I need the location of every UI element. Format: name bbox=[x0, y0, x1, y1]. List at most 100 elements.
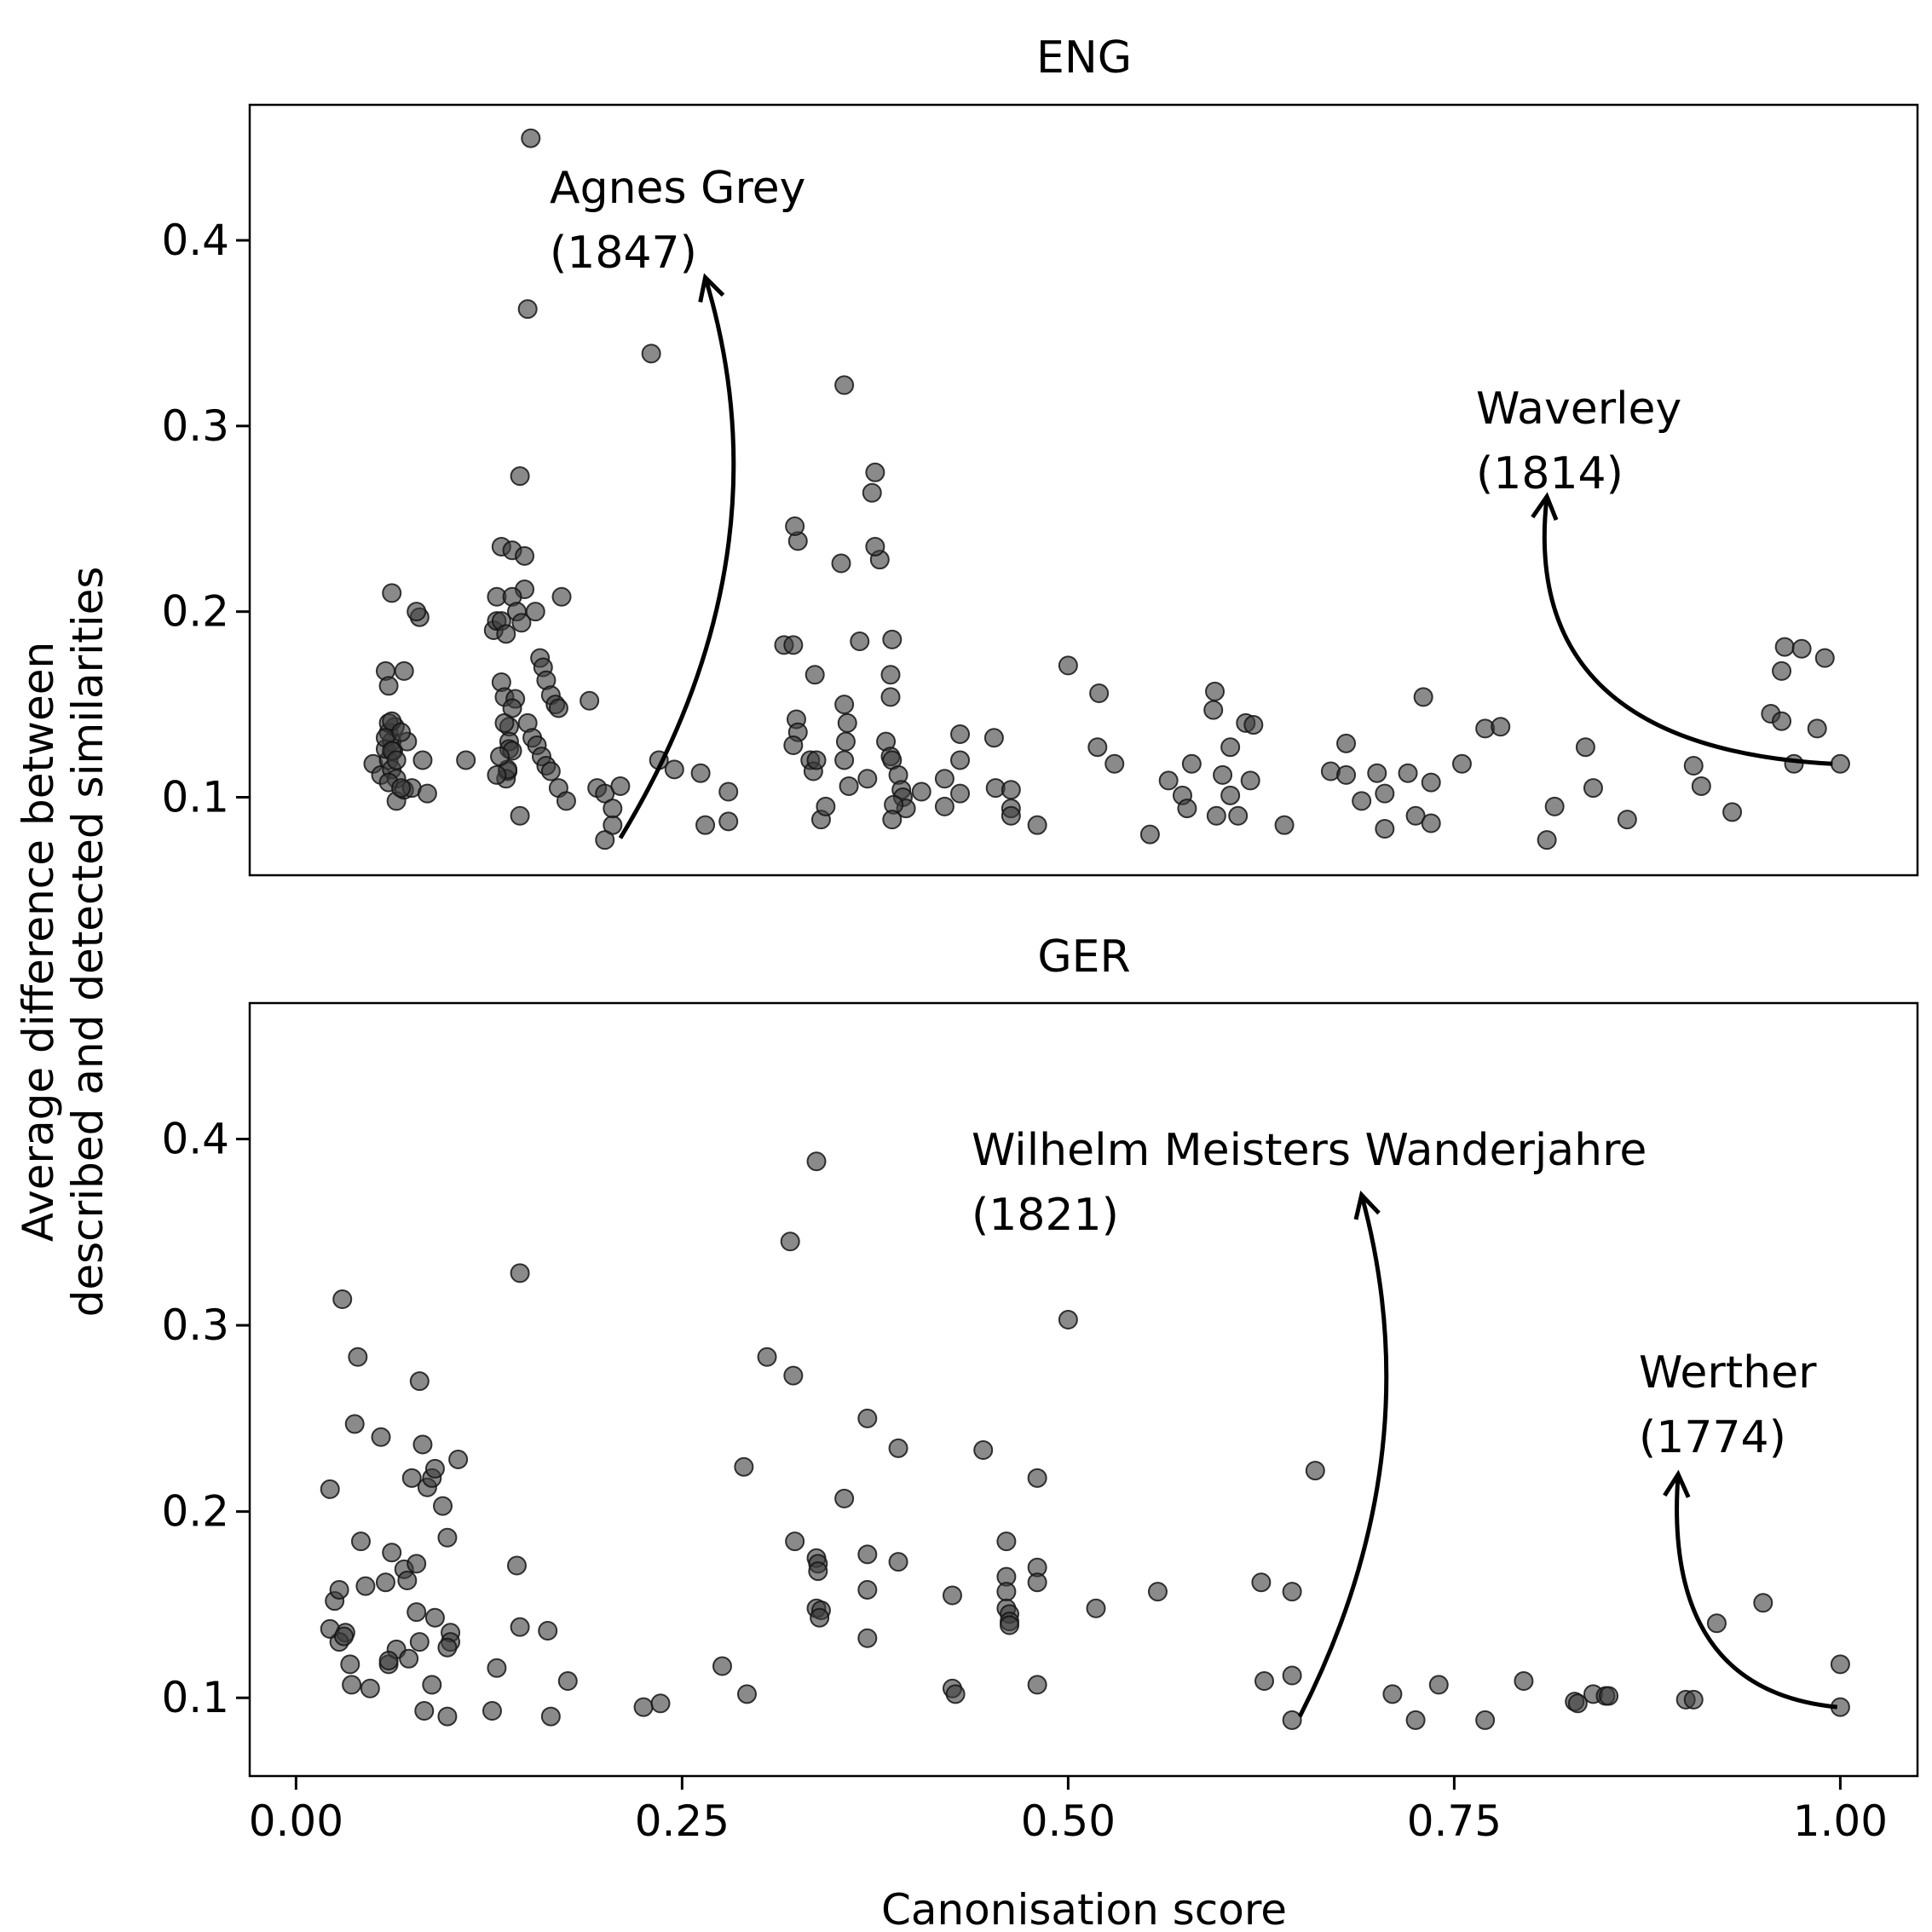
data-point bbox=[1428, 1675, 1449, 1695]
data-point bbox=[1375, 783, 1395, 804]
data-point bbox=[1405, 805, 1426, 826]
data-point bbox=[1491, 717, 1511, 737]
data-point bbox=[888, 1438, 908, 1458]
data-point bbox=[1753, 1593, 1773, 1613]
data-point bbox=[1405, 1710, 1426, 1730]
annotation-label: (1774) bbox=[1639, 1412, 1786, 1463]
data-point bbox=[1352, 791, 1372, 811]
annotation-arrow-head bbox=[698, 273, 725, 303]
y-tick-label: 0.1 bbox=[161, 1673, 229, 1722]
data-point bbox=[1086, 1598, 1106, 1618]
data-point bbox=[334, 1626, 355, 1647]
data-point bbox=[401, 1468, 422, 1488]
x-tick-label: 0.75 bbox=[1407, 1796, 1502, 1846]
data-point bbox=[506, 1555, 527, 1576]
data-point bbox=[831, 553, 851, 574]
annotation-arrow bbox=[618, 276, 736, 839]
data-point bbox=[424, 1607, 445, 1628]
data-point bbox=[734, 1456, 754, 1477]
data-point bbox=[1375, 819, 1395, 839]
data-point bbox=[378, 676, 399, 696]
y-axis-label-line-1: Average difference between bbox=[14, 642, 63, 1242]
data-point bbox=[1791, 638, 1812, 659]
data-point bbox=[540, 761, 561, 781]
data-point bbox=[950, 750, 971, 770]
data-point bbox=[557, 1671, 578, 1692]
data-point bbox=[456, 750, 476, 770]
data-point bbox=[409, 1371, 430, 1392]
data-point bbox=[880, 687, 901, 707]
data-point bbox=[1784, 753, 1804, 774]
data-point bbox=[1001, 805, 1021, 826]
data-point bbox=[996, 1531, 1017, 1552]
data-point bbox=[437, 1706, 458, 1727]
annotation-label: Wilhelm Meisters Wanderjahre bbox=[972, 1125, 1647, 1176]
data-point bbox=[422, 1675, 442, 1695]
annotation-arrow-head bbox=[1663, 1469, 1691, 1498]
data-point bbox=[399, 1648, 419, 1669]
data-point bbox=[1722, 802, 1743, 822]
data-point bbox=[548, 698, 568, 718]
data-point bbox=[1213, 764, 1233, 785]
data-point bbox=[394, 660, 414, 681]
data-point bbox=[785, 1531, 805, 1552]
data-point bbox=[382, 583, 402, 603]
data-point bbox=[510, 1617, 530, 1637]
annotation-label: (1847) bbox=[550, 228, 697, 279]
data-point bbox=[433, 1496, 453, 1516]
data-point bbox=[391, 778, 412, 799]
data-point bbox=[487, 764, 507, 785]
data-point bbox=[378, 1650, 399, 1670]
data-point bbox=[510, 466, 530, 487]
data-point bbox=[973, 1440, 994, 1461]
data-point bbox=[1683, 755, 1704, 776]
data-point bbox=[1537, 830, 1557, 851]
data-point bbox=[834, 695, 855, 715]
data-point bbox=[1206, 805, 1226, 826]
data-point bbox=[1089, 683, 1110, 704]
data-point bbox=[580, 690, 600, 711]
y-tick-label: 0.3 bbox=[161, 1300, 229, 1350]
data-point bbox=[1027, 1675, 1047, 1695]
data-point bbox=[540, 1706, 561, 1727]
data-point bbox=[882, 629, 903, 649]
data-point bbox=[950, 783, 971, 804]
data-point bbox=[1544, 796, 1565, 816]
data-point bbox=[424, 1458, 445, 1479]
data-point bbox=[1575, 737, 1595, 758]
x-axis: 0.00 0.25 0.50 0.75 1.00 bbox=[249, 1776, 1888, 1846]
data-point bbox=[664, 759, 684, 780]
data-point bbox=[412, 750, 433, 770]
data-point bbox=[882, 810, 903, 830]
x-tick-label: 0.00 bbox=[249, 1796, 343, 1846]
data-point bbox=[862, 482, 882, 503]
data-point bbox=[375, 1572, 395, 1593]
data-point bbox=[610, 776, 631, 796]
data-point bbox=[712, 1656, 732, 1676]
data-point bbox=[718, 811, 739, 832]
data-point bbox=[1398, 763, 1418, 783]
data-point bbox=[865, 536, 885, 557]
data-point bbox=[945, 1684, 966, 1704]
data-point bbox=[857, 1408, 878, 1428]
data-point bbox=[371, 1427, 391, 1447]
data-point bbox=[320, 1479, 340, 1499]
data-point bbox=[538, 1621, 558, 1641]
x-tick-label: 0.25 bbox=[635, 1796, 730, 1846]
data-point bbox=[1139, 824, 1160, 845]
data-point bbox=[1147, 1582, 1168, 1602]
data-point bbox=[355, 1576, 376, 1596]
data-point bbox=[780, 1231, 800, 1252]
panel-title-ger: GER bbox=[1037, 931, 1130, 983]
data-point bbox=[834, 750, 855, 770]
data-point bbox=[1583, 778, 1603, 799]
annotations-eng: Agnes Grey (1847) Waverley (1814) bbox=[550, 163, 1833, 839]
y-tick-label: 0.1 bbox=[161, 773, 229, 822]
data-point bbox=[950, 724, 971, 744]
y-axis-ger: 0.1 0.2 0.3 0.4 bbox=[161, 1115, 250, 1722]
data-point bbox=[1181, 753, 1202, 774]
data-point bbox=[942, 1585, 962, 1606]
data-point bbox=[1158, 770, 1179, 791]
data-point bbox=[329, 1579, 349, 1600]
